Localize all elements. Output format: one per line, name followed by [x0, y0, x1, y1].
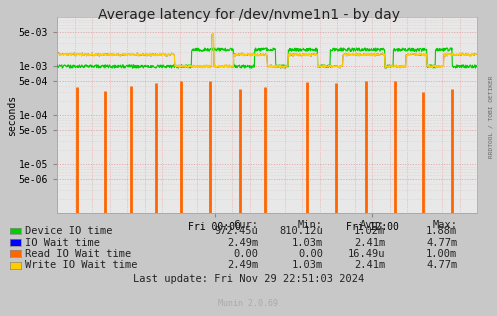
- Y-axis label: seconds: seconds: [7, 95, 17, 136]
- Text: 1.00m: 1.00m: [426, 249, 457, 259]
- Text: Device IO time: Device IO time: [25, 226, 112, 236]
- Text: Write IO Wait time: Write IO Wait time: [25, 260, 137, 270]
- Text: Munin 2.0.69: Munin 2.0.69: [219, 300, 278, 308]
- Text: Last update: Fri Nov 29 22:51:03 2024: Last update: Fri Nov 29 22:51:03 2024: [133, 274, 364, 284]
- Text: 2.49m: 2.49m: [227, 238, 258, 248]
- Text: 1.03m: 1.03m: [292, 260, 323, 270]
- Text: RRDTOOL / TOBI OETIKER: RRDTOOL / TOBI OETIKER: [489, 76, 494, 158]
- Text: 810.12u: 810.12u: [279, 226, 323, 236]
- Text: Min:: Min:: [298, 220, 323, 230]
- Text: 1.03m: 1.03m: [292, 238, 323, 248]
- Text: 2.41m: 2.41m: [354, 260, 385, 270]
- Text: 1.02m: 1.02m: [354, 226, 385, 236]
- Text: 972.45u: 972.45u: [215, 226, 258, 236]
- Text: Read IO Wait time: Read IO Wait time: [25, 249, 131, 259]
- Text: Cur:: Cur:: [234, 220, 258, 230]
- Text: Average latency for /dev/nvme1n1 - by day: Average latency for /dev/nvme1n1 - by da…: [97, 8, 400, 22]
- Text: 0.00: 0.00: [234, 249, 258, 259]
- Text: 4.77m: 4.77m: [426, 238, 457, 248]
- Text: 2.49m: 2.49m: [227, 260, 258, 270]
- Text: Max:: Max:: [432, 220, 457, 230]
- Text: 1.88m: 1.88m: [426, 226, 457, 236]
- Text: 2.41m: 2.41m: [354, 238, 385, 248]
- Text: Avg:: Avg:: [360, 220, 385, 230]
- Text: 0.00: 0.00: [298, 249, 323, 259]
- Text: 16.49u: 16.49u: [348, 249, 385, 259]
- Text: IO Wait time: IO Wait time: [25, 238, 100, 248]
- Text: 4.77m: 4.77m: [426, 260, 457, 270]
